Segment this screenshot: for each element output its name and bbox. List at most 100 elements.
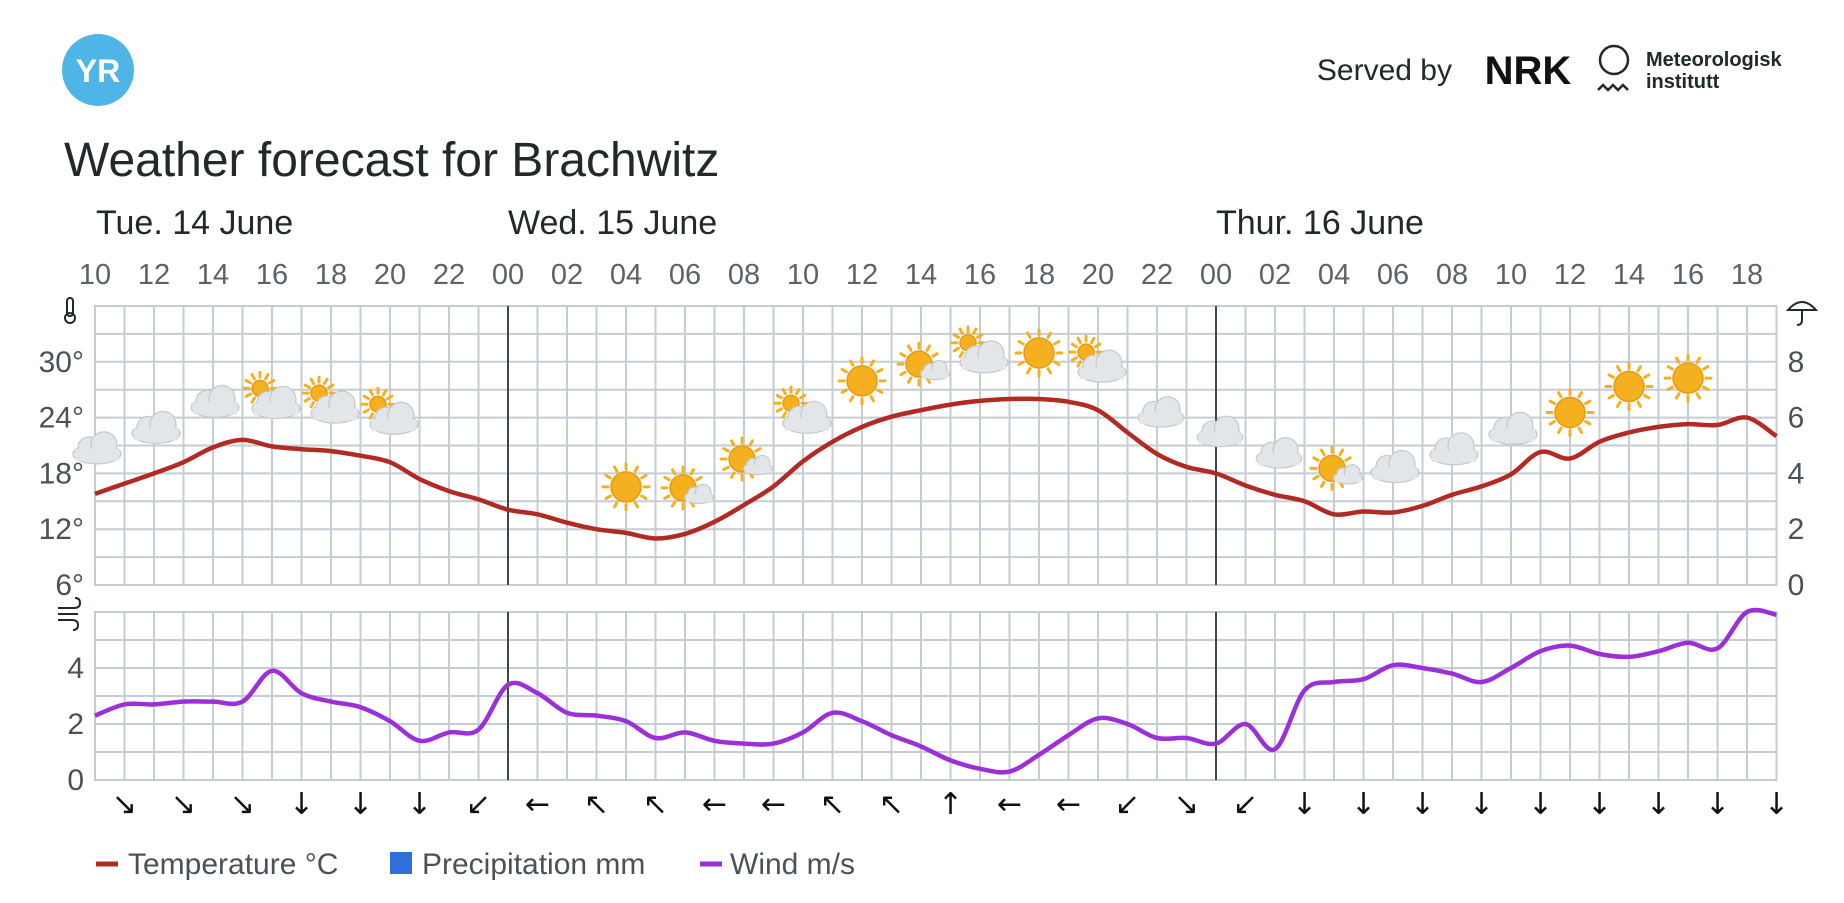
sun-ray xyxy=(1338,448,1344,456)
precipitation-tick-label: 8 xyxy=(1788,346,1805,379)
clear-day-icon xyxy=(1014,328,1064,378)
wind-tick-label: 0 xyxy=(67,764,84,797)
fair-day-icon xyxy=(896,341,950,387)
cloudy-icon xyxy=(1488,411,1538,445)
cloud-fill xyxy=(921,370,949,378)
sun-ray xyxy=(1616,400,1622,408)
sun-ray xyxy=(1702,385,1710,392)
sun-ray xyxy=(722,447,730,453)
sun-ray xyxy=(1026,367,1032,375)
nrk-logo[interactable]: NRK xyxy=(1485,49,1572,93)
met-logo-line2: institutt xyxy=(1646,71,1720,93)
sun-ray xyxy=(840,367,848,374)
hour-tick-label: 12 xyxy=(138,259,170,291)
sun-disc xyxy=(1023,337,1055,369)
sun-ray xyxy=(722,465,730,472)
wind-direction-arrow-icon: ↖ xyxy=(820,787,845,822)
fair-day-icon xyxy=(1309,445,1363,491)
small-sun-ray xyxy=(1090,336,1096,345)
hour-tick-label: 12 xyxy=(1554,259,1586,291)
small-sun-ray xyxy=(1070,342,1078,349)
hour-tick-label: 20 xyxy=(1082,259,1114,291)
temperature-series xyxy=(94,396,1778,541)
served-by-label: Served by xyxy=(1317,54,1452,87)
sun-ray xyxy=(849,394,855,403)
hour-tick-label: 06 xyxy=(1377,259,1409,291)
temperature-tick-label: 6° xyxy=(55,569,84,602)
sun-ray xyxy=(671,468,677,476)
hour-tick-label: 00 xyxy=(1200,259,1232,291)
umbrella-icon xyxy=(1785,301,1819,326)
wind-direction-arrow-icon: ↙ xyxy=(466,787,491,822)
chart-title: Weather forecast for Brachwitz xyxy=(64,134,719,187)
legend-temperature-label: Temperature °C xyxy=(128,848,338,881)
hour-tick-label: 18 xyxy=(1731,259,1763,291)
wind-direction-arrow-icon: ↘ xyxy=(1174,787,1199,822)
sun-ray xyxy=(613,501,619,509)
cloud-fill xyxy=(1334,474,1362,483)
sun-ray xyxy=(1607,373,1615,379)
legend-temperature[interactable]: Temperature °C xyxy=(96,848,338,881)
legend-wind[interactable]: Wind m/s xyxy=(700,848,855,881)
hour-tick-label: 00 xyxy=(492,259,524,291)
sun-ray xyxy=(1607,393,1615,400)
wind-direction-arrow-icon: ↓ xyxy=(1764,787,1789,822)
small-sun-ray xyxy=(382,388,388,397)
temperature-line xyxy=(94,396,1778,541)
wind-tick-label: 4 xyxy=(67,652,84,685)
sun-ray xyxy=(633,465,639,473)
cloudy-icon xyxy=(1429,432,1479,466)
wind-icon xyxy=(58,597,82,631)
yr-logo[interactable]: YR xyxy=(62,34,134,106)
cloud-fill xyxy=(744,465,772,473)
hour-tick-label: 14 xyxy=(197,259,229,291)
legend-precipitation[interactable]: Precipitation mm xyxy=(390,848,645,881)
hour-tick-label: 22 xyxy=(433,259,465,291)
sun-ray xyxy=(1026,331,1032,339)
sun-disc xyxy=(846,365,878,397)
cloud-fill xyxy=(1140,412,1182,425)
day-label: Wed. 15 June xyxy=(508,204,717,242)
hour-tick-label: 10 xyxy=(79,259,111,291)
sun-ray xyxy=(1557,426,1563,434)
sun-ray xyxy=(1344,456,1352,462)
sun-ray xyxy=(754,447,762,453)
small-sun-ray xyxy=(1094,342,1102,349)
met-logo-line1: Meteorologisk xyxy=(1646,49,1782,71)
hour-tick-label: 22 xyxy=(1141,259,1173,291)
cloud-fill xyxy=(1199,432,1241,444)
small-sun-ray xyxy=(775,393,783,400)
cloudy-icon xyxy=(72,431,122,465)
wind-direction-arrow-icon: ↓ xyxy=(407,787,432,822)
sun-ray xyxy=(1643,393,1651,400)
precipitation-tick-label: 6 xyxy=(1788,402,1805,435)
day-label: Thur. 16 June xyxy=(1216,204,1424,242)
sun-ray xyxy=(1548,399,1556,406)
wind-direction-arrow-icon: ↙ xyxy=(1233,787,1258,822)
partly-cloudy-night-icon xyxy=(1137,388,1185,428)
wind-series xyxy=(94,607,1777,775)
sun-ray xyxy=(1557,391,1563,399)
small-sun-ray xyxy=(362,408,370,414)
small-sun-ray xyxy=(323,377,329,386)
temperature-axis: 6° 12° 18° 24° 30° xyxy=(39,346,84,602)
partly-cloudy-day-icon xyxy=(360,386,419,435)
hour-tick-label: 16 xyxy=(964,259,996,291)
sun-disc xyxy=(610,471,642,503)
small-sun-ray xyxy=(952,346,960,353)
clear-day-icon xyxy=(837,356,887,406)
cloud-fill xyxy=(1258,453,1300,466)
met-logo[interactable]: Meteorologisk institutt xyxy=(1597,44,1782,93)
sun-ray xyxy=(1320,480,1326,489)
sun-ray xyxy=(869,359,875,367)
sun-ray xyxy=(1702,365,1710,371)
temperature-grid xyxy=(94,305,1778,586)
small-sun-ray xyxy=(309,377,315,386)
small-sun-ray xyxy=(309,401,315,409)
sun-ray xyxy=(1312,474,1320,481)
wind-direction-arrow-icon: ↖ xyxy=(643,787,668,822)
fair-day-icon xyxy=(719,436,773,482)
small-sun-ray xyxy=(362,394,370,401)
small-sun-ray xyxy=(958,327,964,335)
wind-direction-arrow-icon: ← xyxy=(525,787,550,822)
